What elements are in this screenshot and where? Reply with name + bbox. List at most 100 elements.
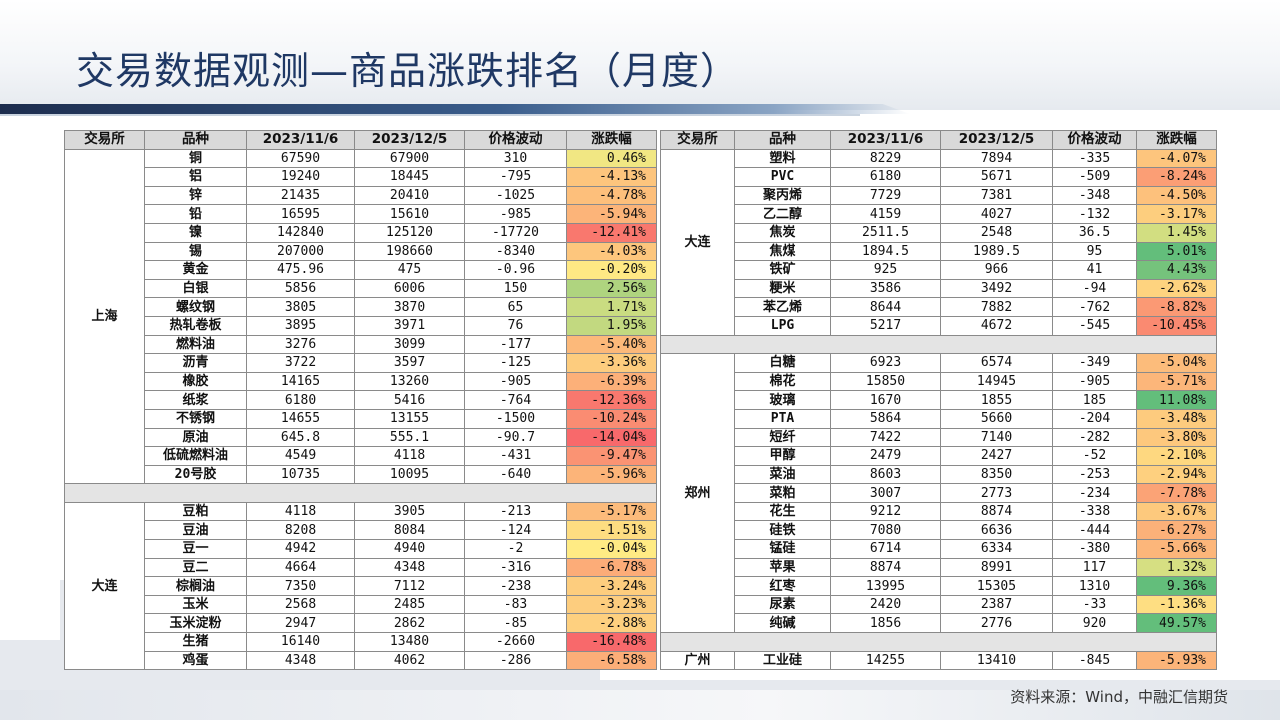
pct-change-cell: 1.95% bbox=[566, 315, 657, 336]
price-start-cell: 475.96 bbox=[246, 260, 355, 280]
price-end-cell: 2387 bbox=[940, 594, 1053, 615]
table-row: 橡胶 14165 13260 -905 -6.39% bbox=[65, 371, 657, 392]
product-cell: 红枣 bbox=[734, 576, 831, 596]
price-end-cell: 8350 bbox=[940, 464, 1053, 485]
table-row: 大连 塑料 8229 7894 -335 -4.07% bbox=[660, 148, 1217, 336]
table-row: 玻璃 1670 1855 185 11.08% bbox=[661, 390, 1217, 410]
pct-change-cell: -8.24% bbox=[1136, 167, 1217, 187]
price-end-cell: 2548 bbox=[940, 222, 1053, 243]
product-cell: 聚丙烯 bbox=[734, 185, 831, 206]
table-row: 豆油 8208 8084 -124 -1.51% bbox=[65, 520, 657, 541]
price-end-cell: 7882 bbox=[940, 297, 1053, 317]
product-cell: 尿素 bbox=[734, 594, 831, 615]
price-change-cell: -762 bbox=[1052, 297, 1137, 317]
group-separator-row bbox=[64, 483, 657, 503]
product-cell: 玉米淀粉 bbox=[144, 613, 247, 634]
product-cell: 豆二 bbox=[144, 557, 247, 578]
price-change-cell: -253 bbox=[1052, 464, 1137, 485]
price-end-cell: 13480 bbox=[354, 632, 465, 652]
price-change-cell: -52 bbox=[1052, 446, 1137, 466]
right-commodity-table: 交易所 品种 2023/11/6 2023/12/5 价格波动 涨跌幅 大连 塑料… bbox=[660, 130, 1217, 671]
price-change-cell: -905 bbox=[464, 371, 567, 392]
table-row: 原油 645.8 555.1 -90.7 -14.04% bbox=[65, 427, 657, 448]
price-end-cell: 1989.5 bbox=[940, 241, 1053, 262]
header-product: 品种 bbox=[144, 130, 247, 150]
pct-change-cell: -6.78% bbox=[566, 557, 657, 578]
price-end-cell: 3971 bbox=[354, 315, 465, 336]
pct-change-cell: -9.47% bbox=[566, 446, 657, 466]
price-change-cell: 1310 bbox=[1052, 576, 1137, 596]
pct-change-cell: 4.43% bbox=[1136, 260, 1217, 280]
product-cell: 热轧卷板 bbox=[144, 315, 247, 336]
table-row: 低硫燃料油 4549 4118 -431 -9.47% bbox=[65, 446, 657, 466]
pct-change-cell: -1.36% bbox=[1136, 594, 1217, 615]
pct-change-cell: -3.80% bbox=[1136, 427, 1217, 448]
price-start-cell: 2479 bbox=[830, 446, 941, 466]
product-cell: 乙二醇 bbox=[734, 204, 831, 224]
table-row: 上海铜 67590 67900 310 0.46% bbox=[64, 148, 657, 485]
product-cell: 塑料 bbox=[734, 148, 831, 169]
product-cell: 白银 bbox=[144, 278, 247, 299]
table-row: 燃料油 3276 3099 -177 -5.40% bbox=[65, 334, 657, 355]
price-end-cell: 5416 bbox=[354, 390, 465, 410]
header-price-change: 价格波动 bbox=[464, 130, 567, 150]
price-change-cell: -94 bbox=[1052, 278, 1137, 299]
product-cell: PVC bbox=[734, 167, 831, 187]
pct-change-cell: -5.71% bbox=[1136, 371, 1217, 392]
price-change-cell: -213 bbox=[464, 501, 567, 522]
price-change-cell: -132 bbox=[1052, 204, 1137, 224]
price-start-cell: 15850 bbox=[830, 371, 941, 392]
pct-change-cell: -4.50% bbox=[1136, 185, 1217, 206]
product-cell: 锌 bbox=[144, 185, 247, 206]
price-start-cell: 3805 bbox=[246, 297, 355, 317]
pct-change-cell: 5.01% bbox=[1136, 241, 1217, 262]
product-cell: 苹果 bbox=[734, 557, 831, 578]
price-start-cell: 7080 bbox=[830, 520, 941, 541]
footer-band bbox=[0, 690, 1280, 720]
price-start-cell: 1856 bbox=[830, 613, 941, 634]
pct-change-cell: -2.88% bbox=[566, 613, 657, 634]
price-change-cell: -640 bbox=[464, 464, 567, 485]
pct-change-cell: -5.94% bbox=[566, 204, 657, 224]
price-end-cell: 15610 bbox=[354, 204, 465, 224]
price-change-cell: 150 bbox=[464, 278, 567, 299]
pct-change-cell: -12.41% bbox=[566, 222, 657, 243]
price-change-cell: -335 bbox=[1052, 148, 1137, 169]
pct-change-cell: -2.62% bbox=[1136, 278, 1217, 299]
product-cell: 纯碱 bbox=[734, 613, 831, 634]
price-start-cell: 7729 bbox=[830, 185, 941, 206]
price-end-cell: 8991 bbox=[940, 557, 1053, 578]
price-start-cell: 3276 bbox=[246, 334, 355, 355]
price-change-cell: -905 bbox=[1052, 371, 1137, 392]
price-start-cell: 4549 bbox=[246, 446, 355, 466]
price-change-cell: -8340 bbox=[464, 241, 567, 262]
product-cell: 甲醇 bbox=[734, 446, 831, 466]
price-change-cell: -764 bbox=[464, 390, 567, 410]
price-end-cell: 4118 bbox=[354, 446, 465, 466]
price-change-cell: -124 bbox=[464, 520, 567, 541]
table-row: 郑州 白糖 6923 6574 -349 -5.04% bbox=[660, 353, 1217, 634]
pct-change-cell: -12.36% bbox=[566, 390, 657, 410]
price-end-cell: 5660 bbox=[940, 408, 1053, 429]
price-start-cell: 4942 bbox=[246, 539, 355, 559]
price-change-cell: -349 bbox=[1052, 353, 1137, 373]
header-pct-change: 涨跌幅 bbox=[1136, 130, 1217, 150]
price-change-cell: -2 bbox=[464, 539, 567, 559]
table-row: 焦炭 2511.5 2548 36.5 1.45% bbox=[661, 222, 1217, 243]
price-end-cell: 125120 bbox=[354, 222, 465, 243]
product-cell: 低硫燃料油 bbox=[144, 446, 247, 466]
table-row: 纸浆 6180 5416 -764 -12.36% bbox=[65, 390, 657, 410]
price-change-cell: -17720 bbox=[464, 222, 567, 243]
table-row: 苹果 8874 8991 117 1.32% bbox=[661, 557, 1217, 578]
price-end-cell: 1855 bbox=[940, 390, 1053, 410]
table-row: 生猪 16140 13480 -2660 -16.48% bbox=[65, 632, 657, 652]
price-start-cell: 16140 bbox=[246, 632, 355, 652]
price-end-cell: 4348 bbox=[354, 557, 465, 578]
price-change-cell: -0.96 bbox=[464, 260, 567, 280]
pct-change-cell: 1.32% bbox=[1136, 557, 1217, 578]
table-row: 焦煤 1894.5 1989.5 95 5.01% bbox=[661, 241, 1217, 262]
price-end-cell: 10095 bbox=[354, 464, 465, 485]
table-row: 苯乙烯 8644 7882 -762 -8.82% bbox=[661, 297, 1217, 317]
price-end-cell: 475 bbox=[354, 260, 465, 280]
price-end-cell: 67900 bbox=[354, 148, 465, 169]
